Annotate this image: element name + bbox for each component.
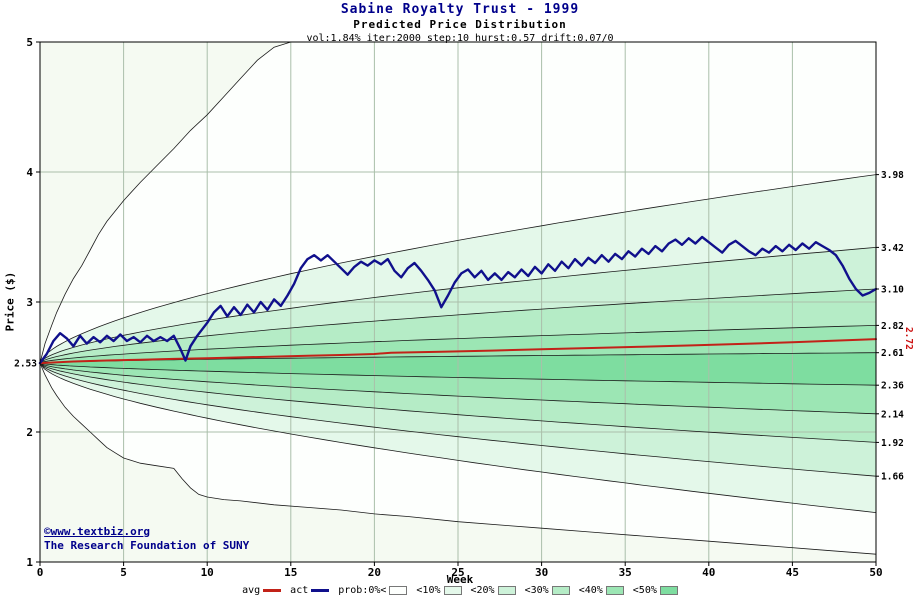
start-price-label: 2.53 (14, 359, 37, 370)
act-line (38, 235, 878, 365)
x-tick-label: 30 (535, 566, 548, 579)
fan-edge-9 (39, 362, 877, 477)
x-tick-label: 20 (368, 566, 381, 579)
legend-swatch-box (659, 586, 678, 595)
legend-label: <20% (470, 585, 495, 596)
chart-legend: avg act prob:0%< <10% <20% <30% <40% <50% (0, 585, 920, 596)
y-tick-label: 5 (26, 36, 33, 49)
legend-label: <50% (632, 585, 657, 596)
legend-swatch-box (443, 586, 462, 595)
band-end-label: 3.42 (881, 243, 904, 254)
x-tick-label: 35 (619, 566, 632, 579)
fan-edge-1 (39, 174, 877, 364)
fan-edge-11 (39, 362, 877, 555)
legend-item-50: <50% (633, 585, 678, 596)
band-end-label: 3.98 (881, 170, 904, 181)
legend-swatch-box (389, 586, 408, 595)
band-end-label: 2.36 (881, 381, 904, 392)
chart-title: Sabine Royalty Trust - 1999 (340, 2, 580, 17)
fan-edge-10 (39, 362, 877, 513)
band-end-label: 1.92 (881, 438, 904, 449)
fan-edge-6 (39, 362, 877, 386)
legend-swatch-line (311, 589, 330, 592)
y-tick-label: 3 (26, 296, 33, 309)
y-tick-label: 2 (26, 426, 33, 439)
legend-item-20: <20% (471, 585, 516, 596)
avg-line (39, 338, 877, 365)
legend-swatch-line (263, 589, 282, 592)
y-tick-label: 1 (26, 556, 33, 569)
band-end-label: 3.10 (881, 285, 904, 296)
band-end-label: 2.14 (881, 409, 904, 420)
legend-item-40: <40% (579, 585, 624, 596)
band-end-label: 1.66 (881, 472, 904, 483)
x-axis-title: Week (446, 573, 474, 586)
legend-label: prob:0%< (338, 585, 387, 596)
x-tick-label: 50 (869, 566, 882, 579)
fan-edge-2 (39, 247, 877, 364)
fan-edge-7 (39, 362, 877, 415)
avg-end-label: 2.72 (903, 327, 914, 350)
legend-item-prob0: prob:0%< (338, 585, 408, 596)
legend-item-30: <30% (525, 585, 570, 596)
x-tick-label: 25 (451, 566, 464, 579)
legend-label: avg (242, 585, 261, 596)
x-tick-label: 10 (201, 566, 214, 579)
fan-edge-3 (39, 288, 877, 364)
y-axis-title: Price ($) (3, 271, 17, 332)
legend-item-10: <10% (416, 585, 462, 596)
fan-edge-4 (39, 325, 877, 364)
band-end-label: 2.82 (881, 321, 904, 332)
chart-subtitle: Predicted Price Distribution (353, 18, 567, 31)
prob-band-10 (40, 363, 876, 555)
legend-label: <10% (416, 585, 441, 596)
x-tick-label: 15 (284, 566, 297, 579)
x-tick-label: 40 (702, 566, 715, 579)
y-tick-label: 4 (26, 166, 33, 179)
textbiz-link[interactable]: ©www.textbiz.org (44, 525, 150, 538)
x-tick-label: 45 (786, 566, 799, 579)
band-end-label: 2.61 (881, 348, 904, 359)
legend-label: <40% (578, 585, 603, 596)
legend-item-act: act (290, 585, 330, 596)
suny-foundation-text: The Research Foundation of SUNY (44, 539, 250, 552)
legend-swatch-box (551, 586, 570, 595)
watermark: ©www.textbiz.org The Research Foundation… (44, 525, 249, 553)
x-tick-label: 5 (120, 566, 127, 579)
legend-label: act (290, 585, 309, 596)
chart-params: vol:1.84% iter:2000 step:10 hurst:0.57 d… (306, 33, 614, 44)
legend-swatch-box (497, 586, 516, 595)
legend-label: <30% (524, 585, 549, 596)
x-tick-label: 0 (37, 566, 44, 579)
legend-swatch-box (605, 586, 624, 595)
legend-item-avg: avg (242, 585, 282, 596)
fan-edge-8 (39, 362, 877, 443)
chart-header: Sabine Royalty Trust - 1999 Predicted Pr… (0, 0, 920, 44)
